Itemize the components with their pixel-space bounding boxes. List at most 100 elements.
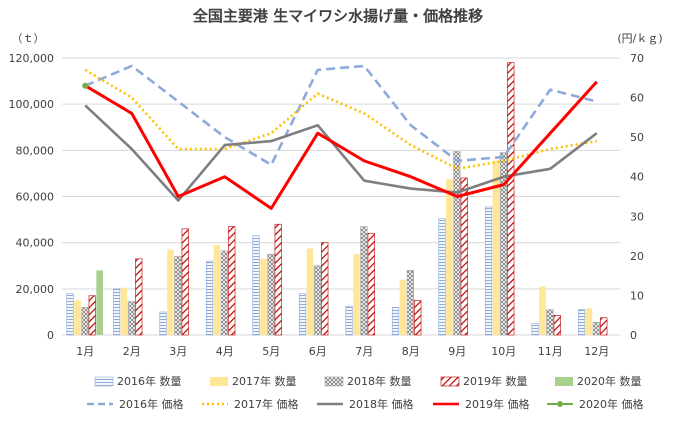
bar bbox=[205, 260, 214, 336]
bar bbox=[174, 256, 182, 336]
bar bbox=[181, 228, 189, 336]
legend-label: 2017年 数量 bbox=[232, 374, 297, 388]
y-right-tick-label: 50 bbox=[630, 131, 644, 144]
y-left-tick-label: 20,000 bbox=[16, 283, 55, 296]
y-right-tick-label: 10 bbox=[630, 289, 644, 302]
bar bbox=[460, 177, 468, 336]
bar bbox=[96, 270, 103, 335]
legend-swatch bbox=[324, 376, 344, 387]
x-tick-label: 1月 bbox=[76, 345, 94, 358]
x-tick-label: 3月 bbox=[169, 345, 187, 358]
y-left-tick-label: 0 bbox=[47, 329, 54, 342]
x-tick-label: 11月 bbox=[538, 345, 563, 358]
y-left-tick-label: 60,000 bbox=[16, 191, 55, 204]
y-right-tick-label: 70 bbox=[630, 52, 644, 65]
x-tick-label: 6月 bbox=[309, 345, 327, 358]
bar bbox=[600, 317, 608, 336]
legend-swatch bbox=[440, 376, 460, 387]
series-line bbox=[84, 80, 598, 210]
chart-title: 全国主要港 生マイワシ水揚げ量・価格推移 bbox=[192, 7, 483, 25]
bar bbox=[135, 258, 143, 336]
line-point bbox=[82, 82, 89, 89]
bar bbox=[492, 160, 500, 335]
bar bbox=[438, 218, 446, 336]
x-tick-label: 2月 bbox=[123, 345, 141, 358]
bar bbox=[274, 223, 282, 336]
legend-swatch bbox=[94, 376, 114, 387]
bar bbox=[213, 244, 221, 335]
bar bbox=[367, 233, 375, 336]
bar bbox=[267, 253, 275, 336]
x-tick-label: 4月 bbox=[216, 345, 234, 358]
bar bbox=[127, 301, 135, 336]
x-tick-label: 10月 bbox=[491, 345, 516, 358]
bar bbox=[159, 311, 167, 336]
y-right-tick-label: 40 bbox=[630, 171, 644, 184]
bar bbox=[88, 295, 96, 336]
bar bbox=[360, 226, 368, 336]
bar bbox=[507, 62, 515, 336]
legend-label: 2020年 価格 bbox=[579, 397, 644, 411]
bar bbox=[391, 306, 400, 336]
bar bbox=[252, 235, 260, 336]
bar bbox=[484, 206, 493, 336]
bar bbox=[414, 300, 422, 336]
y-right-tick-label: 60 bbox=[630, 92, 644, 105]
legend-label: 2018年 数量 bbox=[347, 374, 412, 388]
legend: 2016年 数量 2017年 数量 2018年 数量 2019年 数量 2020年 数量… bbox=[87, 374, 644, 411]
bar bbox=[260, 258, 267, 335]
legend-swatch bbox=[555, 377, 573, 386]
bar bbox=[531, 323, 539, 336]
legend-label: 2020年 数量 bbox=[577, 374, 642, 388]
bar bbox=[592, 322, 600, 336]
y-right-tick-label: 20 bbox=[630, 250, 644, 263]
bar bbox=[453, 151, 461, 336]
bar bbox=[406, 270, 414, 336]
bar bbox=[499, 152, 507, 336]
legend-marker bbox=[557, 401, 563, 407]
bar bbox=[228, 226, 236, 336]
legend-label: 2019年 価格 bbox=[465, 397, 530, 411]
axes-layer: 0 20,000 40,000 60,000 80,000 100,000 120,000 0… bbox=[9, 52, 645, 358]
x-tick-label: 12月 bbox=[584, 345, 609, 358]
x-tick-label: 5月 bbox=[262, 345, 280, 358]
bar bbox=[120, 287, 128, 335]
bar bbox=[446, 179, 453, 335]
bar bbox=[321, 242, 329, 336]
bar bbox=[74, 300, 81, 335]
bar bbox=[81, 306, 89, 336]
legend-label: 2019年 数量 bbox=[463, 374, 528, 388]
y-left-tick-label: 80,000 bbox=[16, 144, 55, 157]
bar bbox=[306, 248, 314, 335]
legend-label: 2017年 価格 bbox=[234, 397, 299, 411]
bar bbox=[539, 286, 546, 335]
bar bbox=[553, 315, 561, 336]
legend-label: 2018年 価格 bbox=[349, 397, 414, 411]
y-right-tick-label: 30 bbox=[630, 210, 644, 223]
lines-layer bbox=[82, 64, 598, 210]
x-tick-label: 9月 bbox=[448, 345, 466, 358]
legend-label: 2016年 価格 bbox=[119, 397, 184, 411]
x-tick-label: 7月 bbox=[355, 345, 373, 358]
series-line bbox=[84, 64, 598, 167]
y-left-tick-label: 40,000 bbox=[16, 237, 55, 250]
series-line bbox=[84, 104, 598, 202]
bar bbox=[353, 254, 360, 335]
y-axis-right-label: (円/ｋｇ) bbox=[617, 32, 662, 45]
gridlines bbox=[62, 57, 620, 336]
bar bbox=[546, 309, 554, 336]
legend-label: 2016年 数量 bbox=[117, 374, 182, 388]
bar bbox=[167, 249, 174, 335]
bar bbox=[112, 288, 121, 336]
bar bbox=[577, 309, 586, 336]
bar bbox=[345, 305, 353, 336]
x-tick-label: 8月 bbox=[402, 345, 420, 358]
bar bbox=[220, 250, 228, 336]
bar bbox=[399, 279, 407, 335]
series-line bbox=[84, 68, 597, 171]
y-axis-left-label: （ｔ） bbox=[12, 32, 45, 45]
y-left-tick-label: 120,000 bbox=[9, 52, 55, 65]
bar bbox=[66, 293, 74, 336]
